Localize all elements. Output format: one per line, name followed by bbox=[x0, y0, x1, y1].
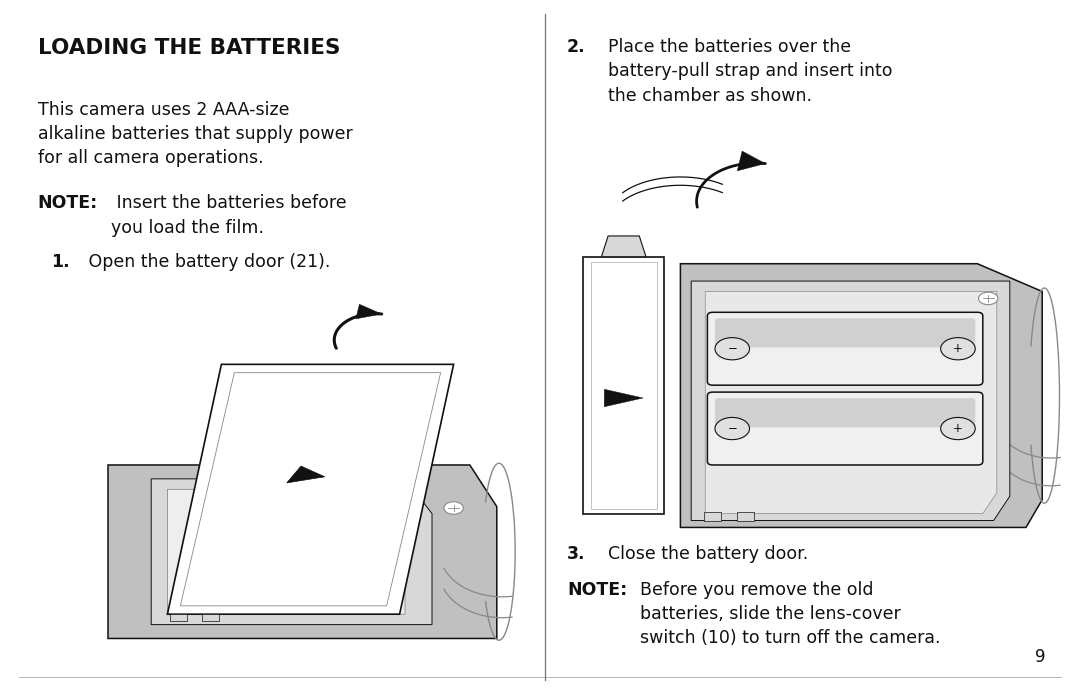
Text: Open the battery door (21).: Open the battery door (21). bbox=[83, 253, 330, 271]
Polygon shape bbox=[167, 489, 405, 614]
Polygon shape bbox=[691, 281, 1010, 520]
Polygon shape bbox=[108, 465, 497, 638]
FancyBboxPatch shape bbox=[715, 398, 975, 428]
Text: NOTE:: NOTE: bbox=[567, 581, 627, 599]
FancyBboxPatch shape bbox=[707, 312, 983, 385]
Polygon shape bbox=[355, 304, 381, 319]
Text: Before you remove the old
batteries, slide the lens-cover
switch (10) to turn of: Before you remove the old batteries, sli… bbox=[640, 581, 941, 648]
Circle shape bbox=[941, 338, 975, 359]
Text: LOADING THE BATTERIES: LOADING THE BATTERIES bbox=[38, 38, 340, 58]
Polygon shape bbox=[738, 151, 766, 171]
Text: This camera uses 2 AAA-size
alkaline batteries that supply power
for all camera : This camera uses 2 AAA-size alkaline bat… bbox=[38, 101, 352, 167]
Polygon shape bbox=[605, 389, 644, 407]
Polygon shape bbox=[602, 236, 646, 257]
Text: NOTE:: NOTE: bbox=[38, 194, 98, 212]
Text: −: − bbox=[727, 342, 738, 355]
Polygon shape bbox=[202, 614, 219, 621]
Text: +: + bbox=[953, 422, 963, 435]
Text: −: − bbox=[727, 422, 738, 435]
FancyBboxPatch shape bbox=[707, 392, 983, 465]
Polygon shape bbox=[680, 264, 1042, 527]
Text: 9: 9 bbox=[1035, 648, 1045, 666]
Polygon shape bbox=[151, 479, 432, 625]
Text: 1.: 1. bbox=[51, 253, 69, 271]
Polygon shape bbox=[286, 466, 325, 483]
Polygon shape bbox=[170, 614, 187, 621]
Circle shape bbox=[941, 418, 975, 440]
Circle shape bbox=[715, 338, 750, 359]
Text: Close the battery door.: Close the battery door. bbox=[608, 545, 808, 563]
Circle shape bbox=[444, 502, 463, 514]
Circle shape bbox=[978, 292, 998, 305]
Polygon shape bbox=[583, 257, 664, 514]
Polygon shape bbox=[737, 512, 754, 520]
Text: 2.: 2. bbox=[567, 38, 585, 56]
Polygon shape bbox=[167, 364, 454, 614]
FancyBboxPatch shape bbox=[715, 319, 975, 348]
Polygon shape bbox=[704, 512, 721, 520]
Text: Insert the batteries before
you load the film.: Insert the batteries before you load the… bbox=[111, 194, 347, 237]
Circle shape bbox=[715, 418, 750, 440]
Polygon shape bbox=[705, 291, 997, 514]
Text: 3.: 3. bbox=[567, 545, 585, 563]
Text: +: + bbox=[953, 342, 963, 355]
Text: Place the batteries over the
battery-pull strap and insert into
the chamber as s: Place the batteries over the battery-pul… bbox=[608, 38, 892, 105]
